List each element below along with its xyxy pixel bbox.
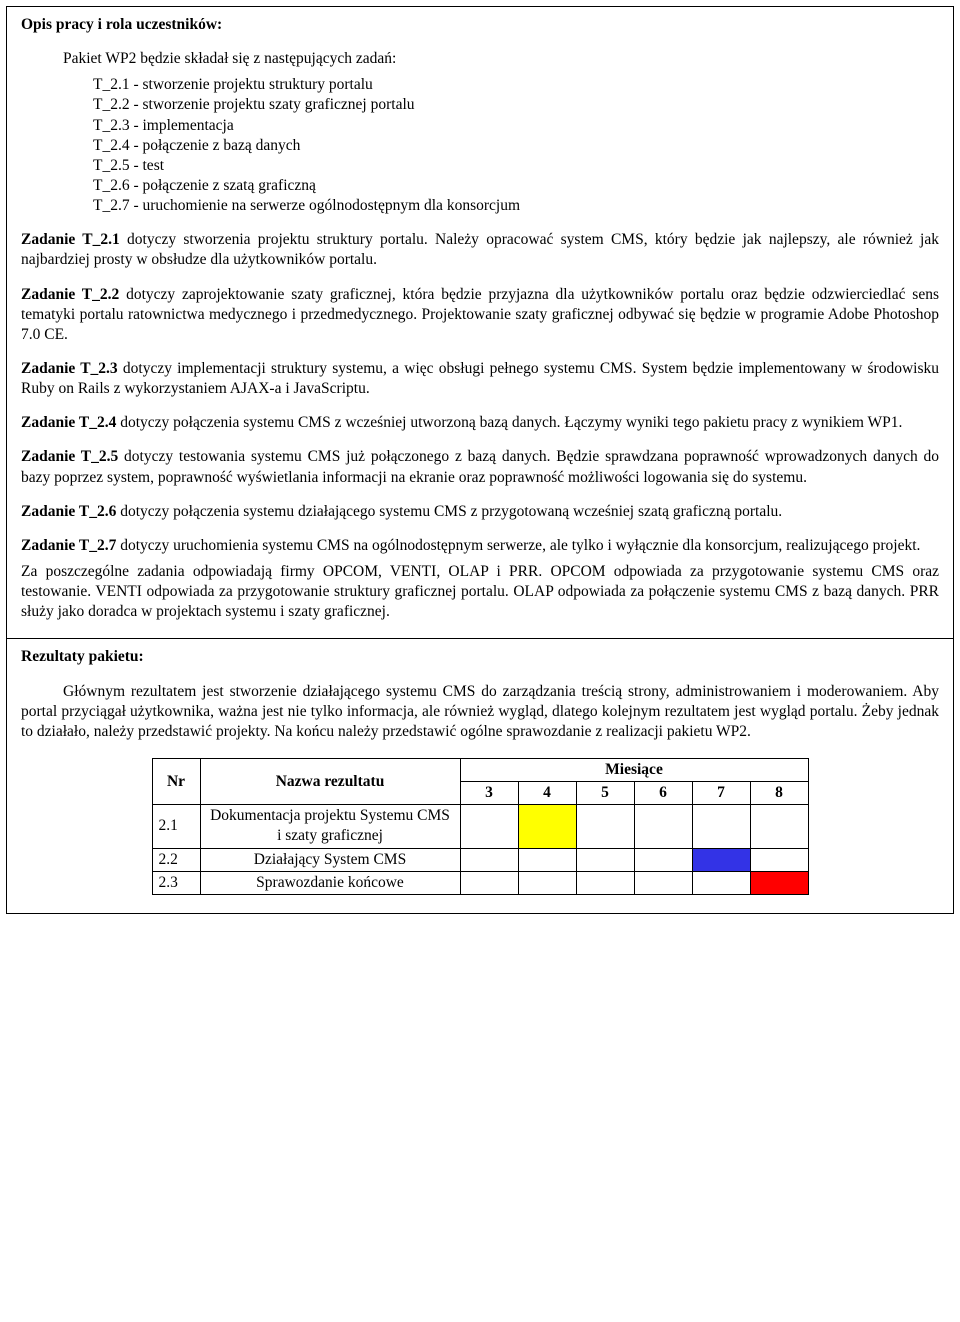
- section-heading: Opis pracy i rola uczestników:: [21, 15, 939, 35]
- responsibility-paragraph: Za poszczególne zadania odpowiadają firm…: [21, 562, 939, 622]
- table-cell-month: [518, 871, 576, 894]
- table-row: 2.2Działający System CMS: [152, 848, 808, 871]
- task-description-lead: Zadanie T_2.7: [21, 537, 116, 554]
- task-description-lead: Zadanie T_2.3: [21, 360, 118, 377]
- task-description-paragraph: Zadanie T_2.3 dotyczy implementacji stru…: [21, 359, 939, 399]
- table-cell-month: [692, 871, 750, 894]
- section-opis-pracy: Opis pracy i rola uczestników: Pakiet WP…: [7, 7, 953, 638]
- table-header-month: 8: [750, 782, 808, 805]
- table-row: 2.3Sprawozdanie końcowe: [152, 871, 808, 894]
- table-header-months: Miesiące: [460, 758, 808, 781]
- table-cell-month: [634, 848, 692, 871]
- task-item: T_2.3 - implementacja: [93, 116, 939, 136]
- task-item: T_2.6 - połączenie z szatą graficzną: [93, 176, 939, 196]
- task-item: T_2.7 - uruchomienie na serwerze ogólnod…: [93, 196, 939, 216]
- table-cell-month: [634, 871, 692, 894]
- task-item: T_2.1 - stworzenie projektu struktury po…: [93, 75, 939, 95]
- section-rezultaty: Rezultaty pakietu: Głównym rezultatem je…: [7, 638, 953, 912]
- task-description-text: dotyczy uruchomienia systemu CMS na ogól…: [116, 537, 920, 554]
- table-header-month: 6: [634, 782, 692, 805]
- task-list: T_2.1 - stworzenie projektu struktury po…: [93, 75, 939, 216]
- task-description-paragraph: Zadanie T_2.6 dotyczy połączenia systemu…: [21, 502, 939, 522]
- section-heading: Rezultaty pakietu:: [21, 647, 939, 667]
- table-cell-month: [576, 805, 634, 848]
- table-row: 2.1Dokumentacja projektu Systemu CMS i s…: [152, 805, 808, 848]
- table-cell-month: [750, 848, 808, 871]
- table-header-name: Nazwa rezultatu: [200, 758, 460, 804]
- task-description-paragraph: Zadanie T_2.2 dotyczy zaprojektowanie sz…: [21, 285, 939, 345]
- table-cell-month: [750, 871, 808, 894]
- task-description-text: dotyczy połączenia systemu działającego …: [116, 503, 782, 520]
- table-cell-name: Sprawozdanie końcowe: [200, 871, 460, 894]
- table-cell-month: [750, 805, 808, 848]
- task-description-paragraph: Zadanie T_2.5 dotyczy testowania systemu…: [21, 447, 939, 487]
- task-description-lead: Zadanie T_2.6: [21, 503, 116, 520]
- table-cell-name: Dokumentacja projektu Systemu CMS i szat…: [200, 805, 460, 848]
- table-cell-month: [460, 871, 518, 894]
- table-header-month: 5: [576, 782, 634, 805]
- table-cell-name: Działający System CMS: [200, 848, 460, 871]
- task-item: T_2.2 - stworzenie projektu szaty grafic…: [93, 95, 939, 115]
- table-cell-nr: 2.3: [152, 871, 200, 894]
- task-description-lead: Zadanie T_2.4: [21, 414, 116, 431]
- task-description-paragraph: Zadanie T_2.4 dotyczy połączenia systemu…: [21, 413, 939, 433]
- table-cell-month: [460, 805, 518, 848]
- task-description-lead: Zadanie T_2.2: [21, 286, 119, 303]
- table-cell-nr: 2.1: [152, 805, 200, 848]
- task-item: T_2.4 - połączenie z bazą danych: [93, 136, 939, 156]
- table-cell-month: [692, 848, 750, 871]
- table-cell-month: [576, 848, 634, 871]
- task-list-intro: Pakiet WP2 będzie składał się z następuj…: [63, 49, 939, 69]
- task-description-lead: Zadanie T_2.5: [21, 448, 118, 465]
- task-description-text: dotyczy stworzenia projektu struktury po…: [21, 231, 939, 268]
- task-item: T_2.5 - test: [93, 156, 939, 176]
- table-header-month: 4: [518, 782, 576, 805]
- table-cell-month: [518, 848, 576, 871]
- table-header-month: 3: [460, 782, 518, 805]
- document-page: Opis pracy i rola uczestników: Pakiet WP…: [6, 6, 954, 914]
- task-description-text: dotyczy testowania systemu CMS już połąc…: [21, 448, 939, 485]
- task-description-text: dotyczy połączenia systemu CMS z wcześni…: [116, 414, 902, 431]
- task-description-text: dotyczy zaprojektowanie szaty graficznej…: [21, 286, 939, 343]
- results-intro-paragraph: Głównym rezultatem jest stworzenie dział…: [21, 682, 939, 742]
- table-cell-nr: 2.2: [152, 848, 200, 871]
- table-cell-month: [576, 871, 634, 894]
- table-header-month: 7: [692, 782, 750, 805]
- results-table: Nr Nazwa rezultatu Miesiące 345678 2.1Do…: [152, 758, 809, 895]
- task-description-paragraph: Zadanie T_2.1 dotyczy stworzenia projekt…: [21, 230, 939, 270]
- table-cell-month: [634, 805, 692, 848]
- table-cell-month: [460, 848, 518, 871]
- task-description-paragraph: Zadanie T_2.7 dotyczy uruchomienia syste…: [21, 536, 939, 556]
- task-description-text: dotyczy implementacji struktury systemu,…: [21, 360, 939, 397]
- table-cell-month: [692, 805, 750, 848]
- task-description-lead: Zadanie T_2.1: [21, 231, 120, 248]
- table-header-nr: Nr: [152, 758, 200, 804]
- table-cell-month: [518, 805, 576, 848]
